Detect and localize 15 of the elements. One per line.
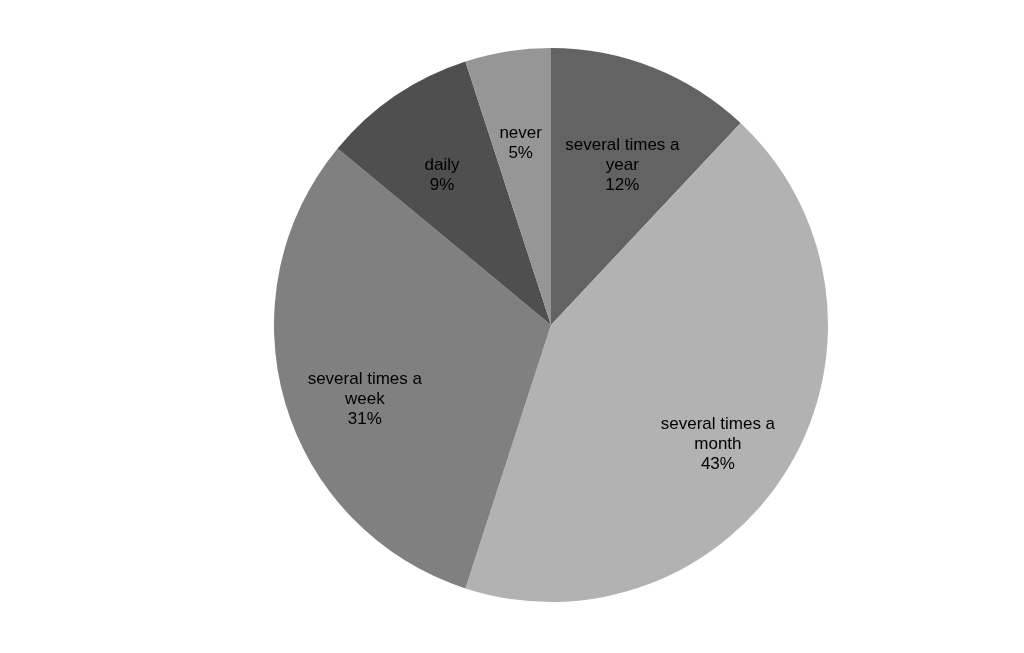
data-label: 12% <box>605 174 640 194</box>
slice-label: several times a month <box>660 413 776 453</box>
data-label: 5% <box>508 143 533 163</box>
data-label: 31% <box>347 409 382 429</box>
slice-label: never <box>499 123 543 143</box>
pie-slice <box>465 48 551 325</box>
pie-slice <box>551 48 741 325</box>
pie-slice <box>274 148 551 589</box>
slice-label: several times a year <box>565 134 681 174</box>
slice-label: several times a week <box>307 369 423 409</box>
slice-label: daily <box>424 154 460 174</box>
data-label: 9% <box>429 174 455 194</box>
data-label: 43% <box>700 453 735 473</box>
pie-slice <box>337 61 551 325</box>
pie-slice <box>465 123 828 602</box>
